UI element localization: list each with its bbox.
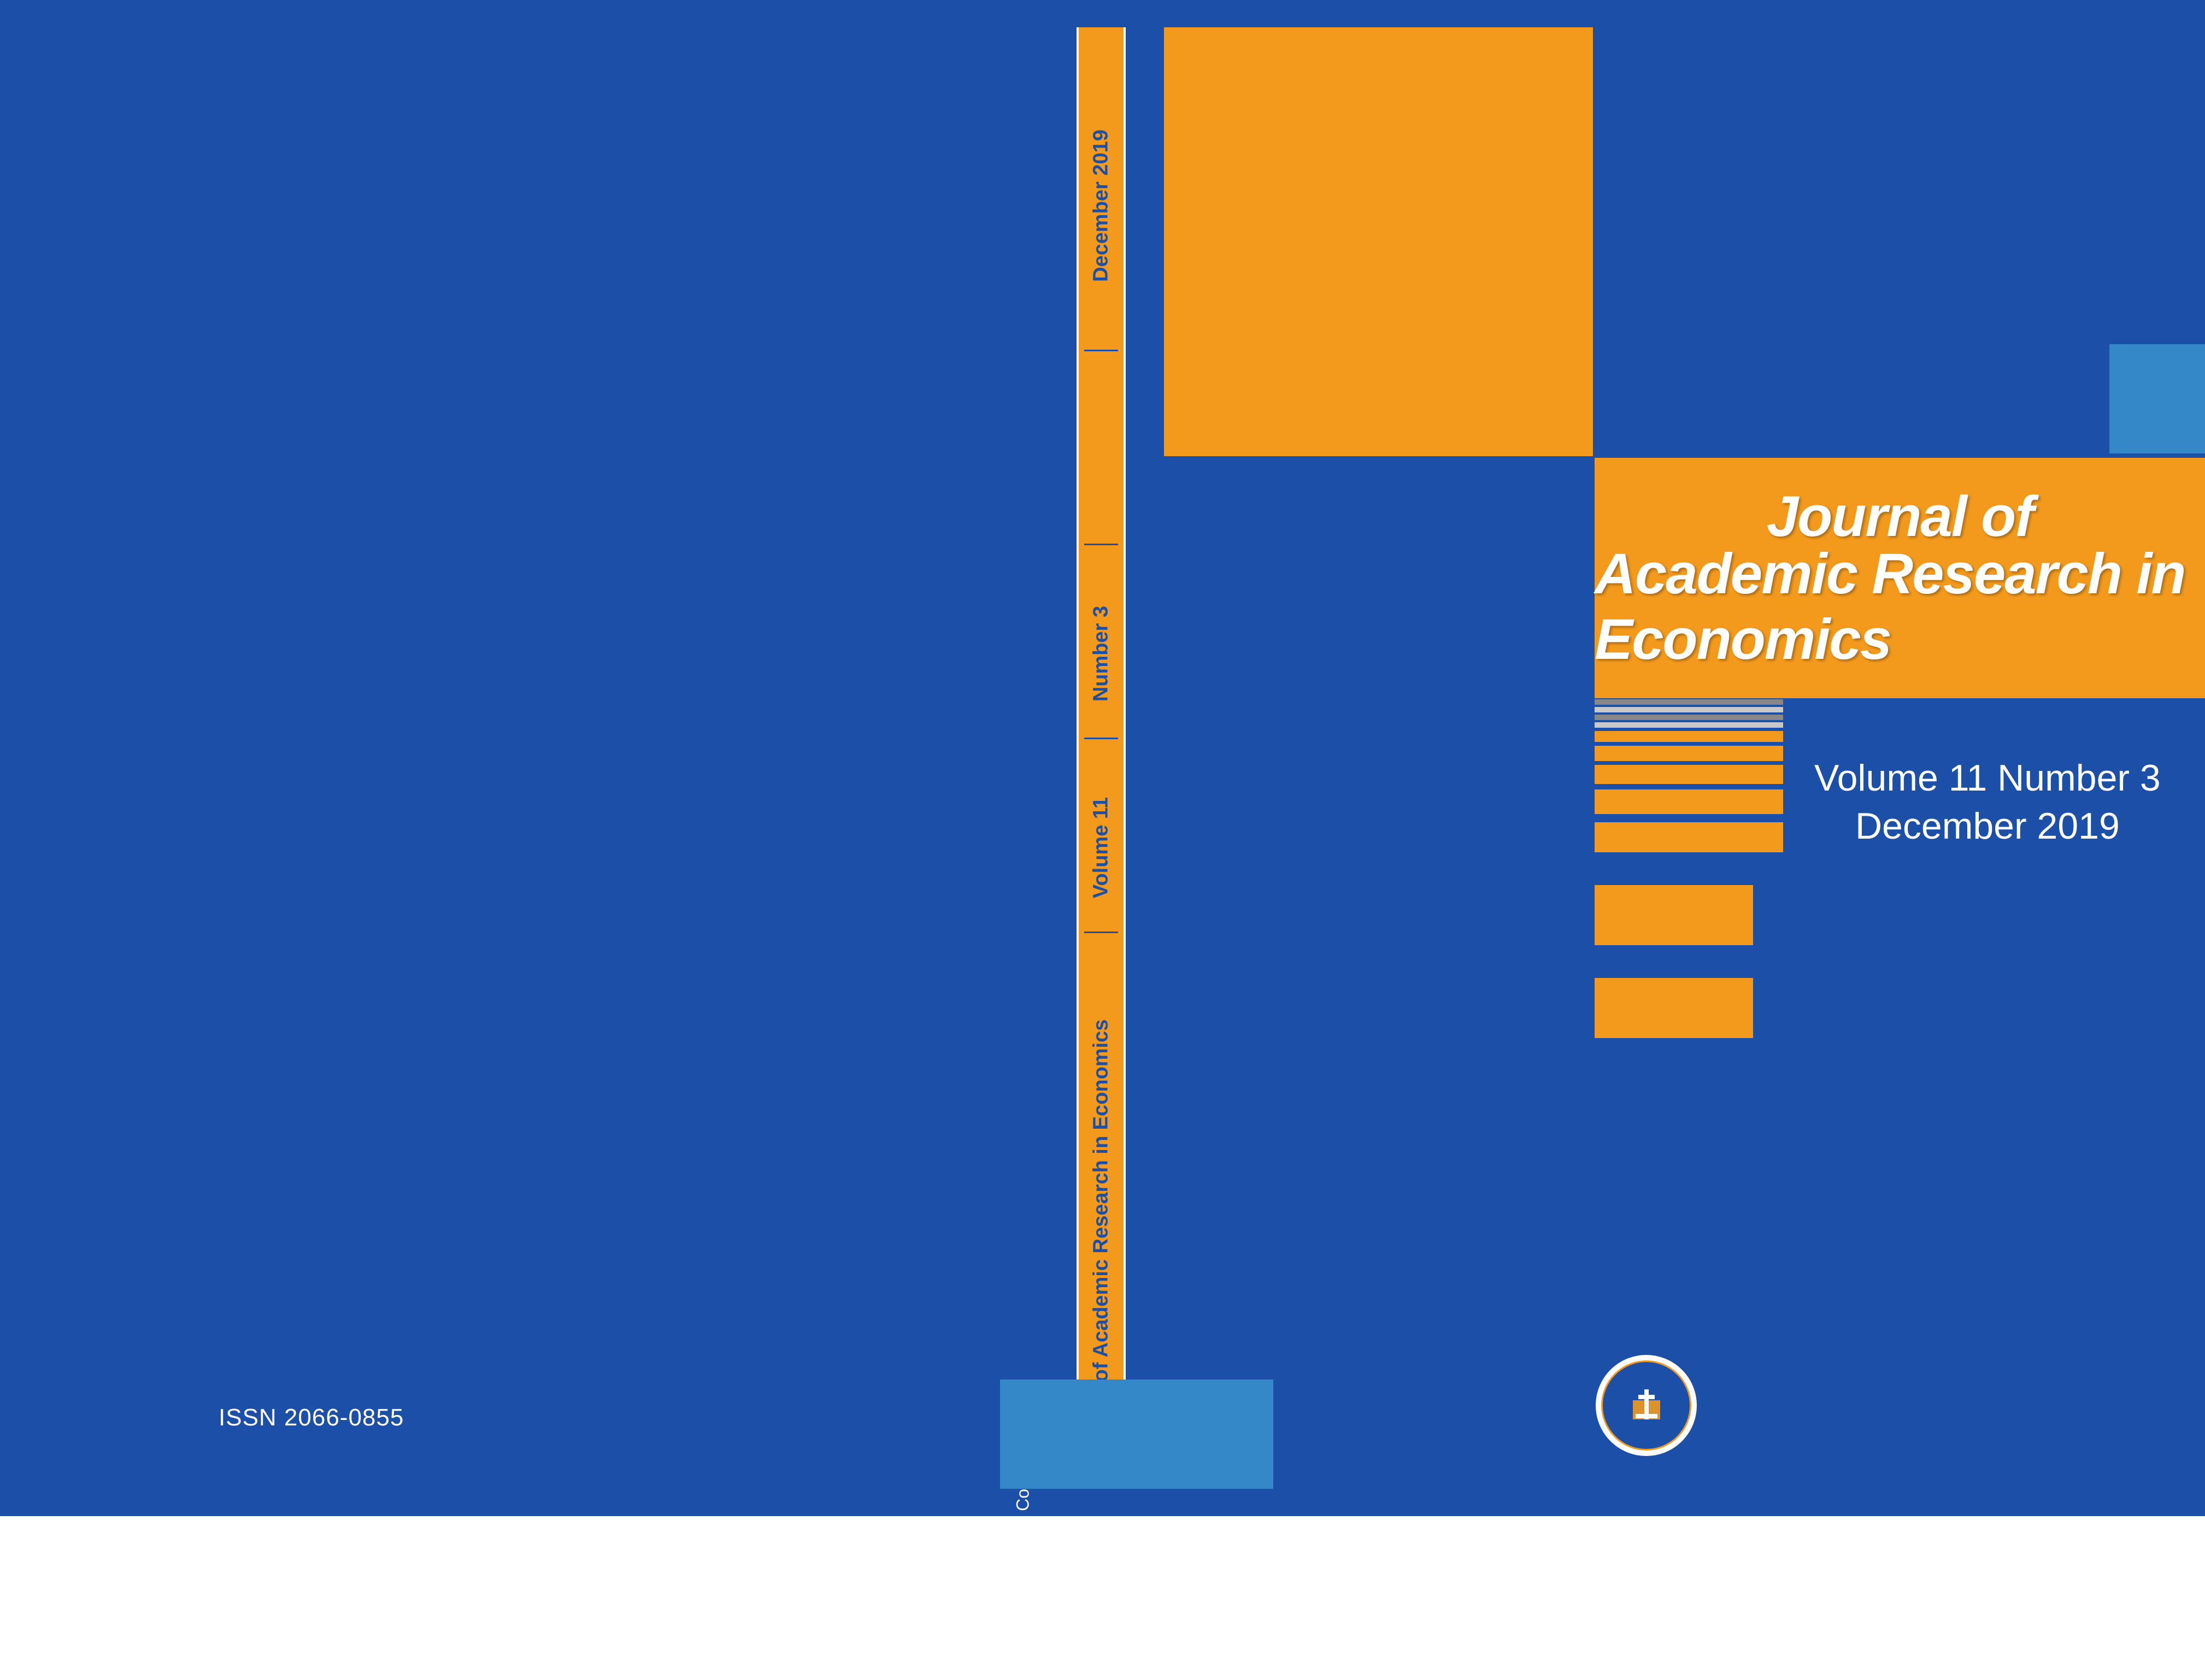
decorative-bar xyxy=(1595,885,1753,945)
volume-number-text: Volume 11 Number 3 xyxy=(1814,754,2161,802)
logo-inner-circle xyxy=(1601,1360,1691,1451)
decorative-bar xyxy=(1595,765,1783,784)
journal-cover-spread: ISSN 2066-0855 Design by Expertissa Cons… xyxy=(0,0,2205,1516)
decorative-rect-bottom xyxy=(1000,1380,1273,1489)
decorative-rect-top xyxy=(2109,344,2205,453)
decorative-bar xyxy=(1595,731,1783,742)
decorative-bar xyxy=(1595,746,1783,761)
issn-text: ISSN 2066-0855 xyxy=(219,1404,404,1431)
decorative-bar xyxy=(1595,699,1783,705)
decorative-bar xyxy=(1595,822,1783,852)
spine-divider xyxy=(1084,544,1118,545)
spine-divider xyxy=(1084,350,1118,351)
volume-date-info: Volume 11 Number 3 December 2019 xyxy=(1814,754,2161,851)
spine-volume: Volume 11 xyxy=(1090,797,1113,898)
front-cover: Journal of Academic Research in Economic… xyxy=(1126,0,2205,1516)
decorative-bar xyxy=(1595,978,1753,1038)
decorative-bar xyxy=(1595,789,1783,814)
decorative-bar xyxy=(1595,715,1783,720)
journal-title-line2: Academic Research in Economics xyxy=(1595,541,2205,673)
decorative-bar xyxy=(1595,722,1783,728)
spine-date: December 2019 xyxy=(1090,129,1113,282)
university-logo xyxy=(1596,1355,1697,1456)
decorative-square xyxy=(1164,27,1593,456)
date-text: December 2019 xyxy=(1814,802,2161,850)
spine: Journal of Academic Research in Economic… xyxy=(1077,27,1126,1489)
journal-title-line1: Journal of xyxy=(1767,484,2033,550)
spine-divider xyxy=(1084,932,1118,933)
spine-number: Number 3 xyxy=(1090,606,1113,702)
title-banner: Journal of Academic Research in Economic… xyxy=(1595,458,2205,698)
back-cover: ISSN 2066-0855 Design by Expertissa Cons… xyxy=(0,0,1077,1516)
spine-divider xyxy=(1084,738,1118,739)
decorative-bar xyxy=(1595,707,1783,712)
logo-emblem-icon xyxy=(1622,1381,1671,1430)
